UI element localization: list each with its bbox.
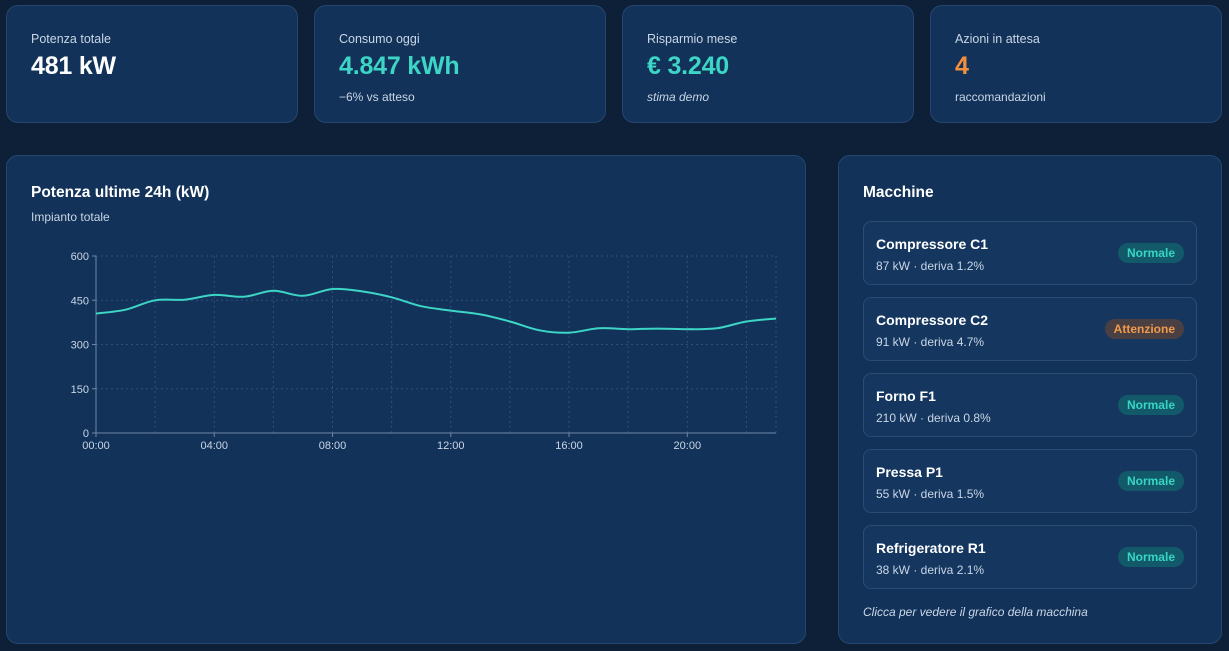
machine-name: Refrigeratore R1 (876, 540, 986, 556)
machine-item-pressa-p1[interactable]: Pressa P1 55 kW · deriva 1.5% Normale (863, 449, 1197, 513)
machine-detail: 87 kW · deriva 1.2% (876, 259, 985, 273)
kpi-label: Risparmio mese (647, 32, 738, 46)
y-tick-label: 300 (71, 340, 89, 352)
data-point (774, 316, 779, 321)
kpi-label: Potenza totale (31, 32, 111, 46)
status-badge: Normale (1117, 395, 1184, 415)
data-point (153, 298, 158, 303)
x-tick-label: 04:00 (200, 440, 228, 452)
machine-name: Forno F1 (876, 388, 936, 404)
kpi-value: 4 (955, 52, 969, 80)
y-tick-label: 150 (71, 384, 89, 396)
data-point (596, 326, 601, 331)
machine-detail: 210 kW · deriva 0.8% (876, 411, 991, 425)
chart-subtitle: Impianto totale (31, 210, 110, 224)
data-point (182, 297, 187, 302)
data-point (330, 287, 335, 292)
kpi-value: € 3.240 (647, 52, 730, 80)
machine-item-refrigeratore-r1[interactable]: Refrigeratore R1 38 kW · deriva 2.1% Nor… (863, 525, 1197, 589)
y-tick-label: 0 (83, 428, 89, 440)
data-point (655, 326, 660, 331)
y-tick-label: 450 (71, 295, 89, 307)
machine-name: Compressore C1 (876, 236, 989, 252)
kpi-card-azioni: Azioni in attesa 4 raccomandazioni (930, 5, 1222, 123)
machine-detail: 91 kW · deriva 4.7% (876, 335, 985, 349)
data-point (300, 293, 305, 298)
machine-item-forno-f1[interactable]: Forno F1 210 kW · deriva 0.8% Normale (863, 373, 1197, 437)
machine-detail: 55 kW · deriva 1.5% (876, 487, 985, 501)
chart-title: Potenza ultime 24h (kW) (31, 184, 210, 201)
status-badge: Attenzione (1104, 319, 1184, 339)
machine-name: Compressore C2 (876, 312, 989, 328)
power-line-chart[interactable]: 0 150 300 450 600 00:00 04:00 08:00 12:00 16:00 20… (7, 156, 805, 643)
x-tick-label: 08:00 (319, 440, 347, 452)
kpi-sub: raccomandazioni (955, 90, 1046, 104)
data-point (478, 312, 483, 317)
kpi-card-consumo: Consumo oggi 4.847 kWh −6% vs atteso (314, 5, 606, 123)
machines-hint: Clicca per vedere il grafico della macch… (863, 605, 1088, 619)
machine-name: Pressa P1 (876, 464, 943, 480)
kpi-card-potenza: Potenza totale 481 kW (6, 5, 298, 123)
machine-item-compressore-c1[interactable]: Compressore C1 87 kW · deriva 1.2% Norma… (863, 221, 1197, 285)
data-point (271, 288, 276, 293)
status-badge: Normale (1117, 471, 1184, 491)
machines-title: Macchine (863, 184, 934, 201)
chart-panel: Potenza ultime 24h (kW) Impianto totale … (6, 155, 806, 644)
kpi-sub: −6% vs atteso (339, 90, 415, 104)
series-line (95, 287, 777, 334)
data-point (685, 327, 690, 332)
data-point (626, 327, 631, 332)
kpi-card-risparmio: Risparmio mese € 3.240 stima demo (622, 5, 914, 123)
status-badge: Normale (1117, 547, 1184, 567)
data-point (714, 326, 719, 331)
x-tick-label: 00:00 (82, 440, 110, 452)
status-badge: Normale (1117, 243, 1184, 263)
data-point (507, 319, 512, 324)
data-point (567, 330, 572, 335)
data-point (360, 289, 365, 294)
data-point (123, 307, 128, 312)
machine-detail: 38 kW · deriva 2.1% (876, 563, 985, 577)
data-point (389, 295, 394, 300)
y-tick-label: 600 (71, 251, 89, 263)
kpi-value: 4.847 kWh (339, 52, 460, 80)
data-point (537, 328, 542, 333)
x-tick-label: 12:00 (437, 440, 465, 452)
x-tick-label: 16:00 (555, 440, 583, 452)
machines-panel: Macchine Compressore C1 87 kW · deriva 1… (838, 155, 1222, 644)
kpi-label: Azioni in attesa (955, 32, 1040, 46)
data-point (94, 311, 99, 316)
data-point (419, 304, 424, 309)
data-point (212, 292, 217, 297)
kpi-sub: stima demo (647, 90, 710, 104)
x-tick-label: 20:00 (674, 440, 702, 452)
data-point (744, 319, 749, 324)
data-point (448, 308, 453, 313)
data-point (241, 294, 246, 299)
kpi-value: 481 kW (31, 52, 116, 80)
machine-item-compressore-c2[interactable]: Compressore C2 91 kW · deriva 4.7% Atten… (863, 297, 1197, 361)
kpi-label: Consumo oggi (339, 32, 420, 46)
